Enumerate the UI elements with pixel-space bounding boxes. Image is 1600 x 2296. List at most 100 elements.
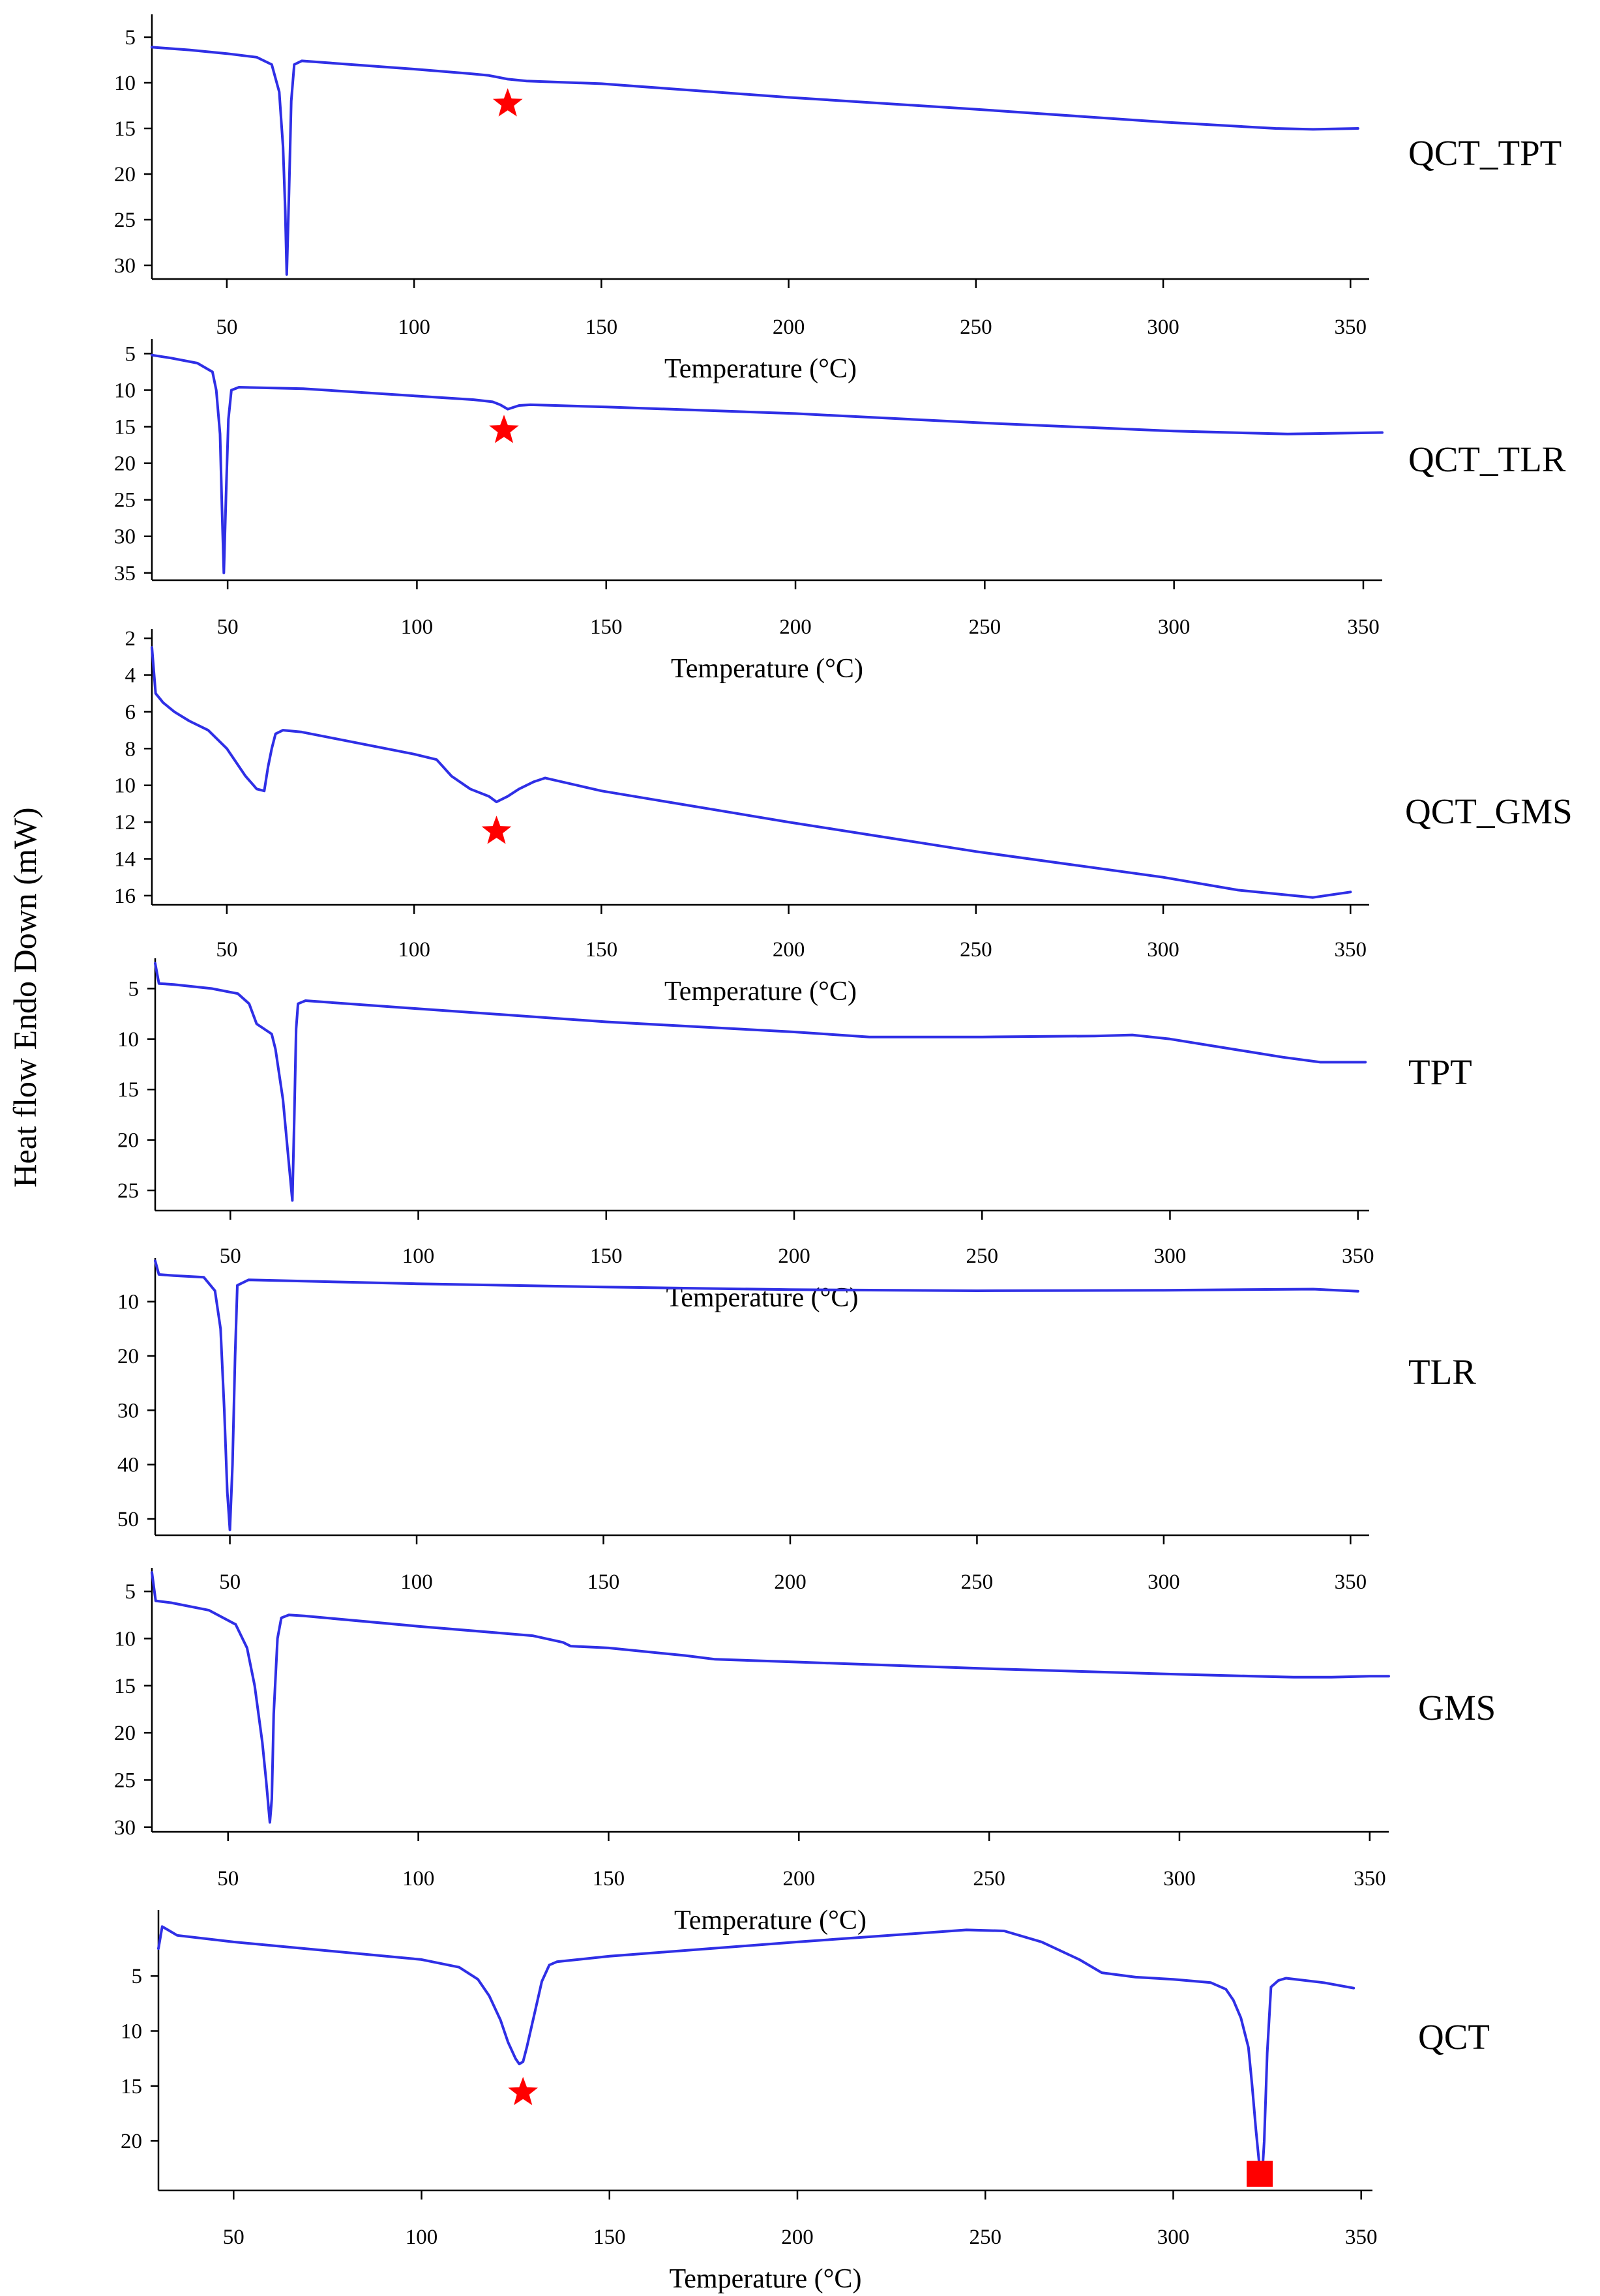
x-tick-label: 300 [1163,1867,1196,1891]
x-tick-label: 200 [774,1570,807,1594]
x-tick-label: 150 [587,1570,620,1594]
x-tick-label: 250 [961,1570,994,1594]
x-tick-label: 250 [960,938,992,962]
star-marker [489,415,519,443]
x-tick-label: 250 [973,1867,1005,1891]
x-tick-label: 150 [585,316,618,339]
x-tick-label: 150 [593,1867,625,1891]
x-axis-title: Temperature (°C) [664,354,857,384]
y-tick-label: 10 [114,1627,136,1651]
y-tick-label: 30 [114,254,136,278]
y-tick-label: 10 [114,72,136,95]
x-tick-label: 50 [220,1244,241,1268]
y-tick-label: 20 [117,1345,139,1368]
x-tick-label: 300 [1147,938,1179,962]
x-tick-label: 50 [219,1570,241,1594]
x-tick-label: 350 [1335,1570,1367,1594]
y-tick-label: 15 [117,1078,139,1102]
y-tick-label: 25 [114,489,136,512]
y-tick-label: 10 [114,774,136,798]
x-tick-label: 250 [966,1244,998,1268]
x-tick-label: 350 [1335,938,1367,962]
y-axis-title: Heat flow Endo Down (mW) [7,807,43,1187]
y-tick-label: 12 [114,811,136,834]
x-axis-title: Temperature (°C) [674,1906,867,1935]
panel-qct: 50 100 150 200 250 300 350 5 10 15 20 Temperature (… [121,1910,1490,2294]
x-tick-label: 300 [1157,2226,1190,2249]
x-tick-label: 350 [1335,316,1367,339]
y-tick-label: 35 [114,562,136,585]
x-tick-label: 100 [406,2226,438,2249]
panel-gms: 50 100 150 200 250 300 350 5 10 15 20 25 30 Temperatu… [114,1568,1496,1935]
y-tick-label: 10 [121,2020,142,2043]
panel-label: TPT [1408,1052,1472,1092]
y-tick-label: 10 [117,1028,139,1052]
dsc-curve-qct [157,1925,1356,2181]
y-tick-label: 10 [114,379,136,402]
panel-qct-tpt: 50 100 150 200 250 300 350 5 10 15 20 25 30 Temperatu… [114,14,1562,384]
y-tick-label: 30 [114,525,136,549]
dsc-curve-qct-tlr [151,353,1384,574]
x-tick-label: 100 [398,938,430,962]
y-tick-label: 16 [114,885,136,908]
x-tick-label: 350 [1342,1244,1374,1268]
x-tick-label: 350 [1354,1867,1386,1891]
y-tick-label: 5 [132,1965,143,1988]
x-tick-label: 300 [1154,1244,1187,1268]
x-tick-label: 250 [960,316,992,339]
x-tick-label: 350 [1347,615,1380,639]
x-tick-label: 100 [401,615,434,639]
panel-label: QCT_TLR [1408,439,1566,479]
y-tick-label: 8 [125,737,136,761]
y-tick-label: 30 [114,1816,136,1840]
x-tick-label: 300 [1158,615,1191,639]
x-tick-label: 150 [585,938,618,962]
panel-qct-gms: 50 100 150 200 250 300 350 2 4 6 8 10 12 14 16 Temperat… [114,627,1573,1007]
star-marker [492,88,523,117]
x-tick-label: 200 [781,2226,814,2249]
y-tick-label: 5 [125,26,136,50]
x-tick-label: 150 [590,615,623,639]
y-tick-label: 15 [114,1675,136,1698]
panel-tlr: 50 100 150 200 250 300 350 10 20 30 40 50 TLR [117,1258,1476,1594]
x-axis-title: Temperature (°C) [664,977,857,1007]
x-tick-label: 300 [1147,316,1179,339]
y-tick-label: 5 [125,342,136,366]
y-tick-label: 25 [114,209,136,232]
star-marker [508,2076,538,2106]
y-tick-label: 30 [117,1399,139,1422]
x-tick-label: 100 [400,1570,433,1594]
y-tick-label: 6 [125,701,136,724]
x-tick-label: 200 [778,1244,810,1268]
y-tick-label: 5 [125,1580,136,1604]
x-tick-label: 200 [779,615,812,639]
x-tick-label: 150 [593,2226,626,2249]
panel-label: QCT_GMS [1405,791,1573,831]
y-tick-label: 50 [117,1508,139,1531]
panel-label: QCT_TPT [1408,133,1562,173]
y-tick-label: 10 [117,1291,139,1314]
y-tick-label: 15 [121,2075,142,2098]
x-axis-title: Temperature (°C) [670,2264,862,2294]
y-tick-label: 15 [114,416,136,439]
x-tick-label: 100 [402,1867,435,1891]
x-axis-title: Temperature (°C) [671,654,863,684]
y-tick-label: 20 [114,163,136,186]
y-tick-label: 20 [117,1129,139,1153]
dsc-curve-qct-tpt [151,46,1359,276]
dsc-curve-tpt [154,962,1367,1202]
x-tick-label: 200 [773,938,805,962]
x-tick-label: 100 [398,316,430,339]
y-tick-label: 25 [114,1769,136,1792]
dsc-curve-gms [151,1571,1390,1824]
x-tick-label: 50 [216,938,237,962]
x-tick-label: 50 [217,615,239,639]
panel-qct-tlr: 50 100 150 200 250 300 350 5 10 15 20 25 30 35 Tempera… [114,339,1566,684]
panel-label: TLR [1408,1352,1476,1392]
y-tick-label: 14 [114,848,136,872]
x-tick-label: 50 [216,316,237,339]
y-tick-label: 20 [121,2130,142,2153]
dsc-curve-tlr [154,1259,1359,1531]
x-tick-label: 300 [1148,1570,1180,1594]
